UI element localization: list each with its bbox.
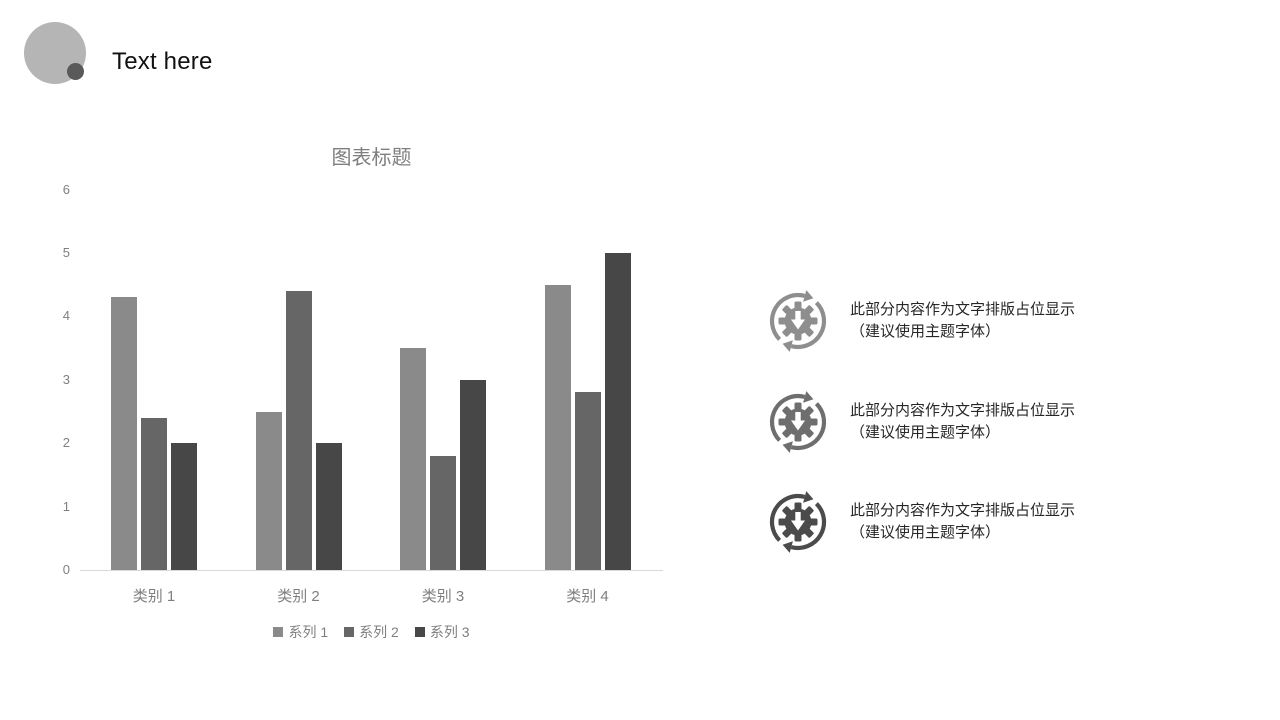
sync-gear-download-icon <box>769 391 827 453</box>
logo-dot <box>67 63 84 80</box>
bar-系列 2-类别 4 <box>574 392 601 570</box>
callout-line1: 此部分内容作为文字排版占位显示 <box>850 502 1076 519</box>
callout-text: 此部分内容作为文字排版占位显示 （建议使用主题字体） <box>850 400 1075 444</box>
callout-line2: （建议使用主题字体） <box>850 323 1001 340</box>
bar-系列 3-类别 3 <box>460 379 486 570</box>
y-tick-label: 2 <box>62 435 70 451</box>
chart-title: 图表标题 <box>331 147 412 169</box>
sync-gear-download-icon <box>769 491 827 553</box>
bar-系列 1-类别 2 <box>255 411 282 570</box>
callout-text: 此部分内容作为文字排版占位显示 （建议使用主题字体） <box>850 500 1075 544</box>
callout-text: 此部分内容作为文字排版占位显示 （建议使用主题字体） <box>850 299 1075 343</box>
bar-系列 1-类别 1 <box>111 297 137 570</box>
chart-legend: 系列 1 系列 2 系列 3 <box>80 622 663 642</box>
x-axis-line <box>80 570 663 571</box>
sync-gear-download-icon <box>769 290 827 352</box>
bar-系列 3-类别 2 <box>315 443 342 570</box>
callout-line1: 此部分内容作为文字排版占位显示 <box>850 402 1076 419</box>
callout-row: 此部分内容作为文字排版占位显示 （建议使用主题字体） <box>766 390 1075 454</box>
bar-系列 2-类别 3 <box>430 455 456 570</box>
callout-row: 此部分内容作为文字排版占位显示 （建议使用主题字体） <box>766 490 1075 554</box>
legend-swatch <box>344 627 355 637</box>
y-tick-label: 6 <box>62 181 70 197</box>
y-tick-label: 5 <box>62 245 70 260</box>
x-category-label: 类别 2 <box>277 588 320 605</box>
legend-swatch <box>414 627 425 637</box>
bar-系列 1-类别 4 <box>544 284 571 570</box>
legend-item: 系列 2 <box>344 622 399 642</box>
callout-line2: （建议使用主题字体） <box>850 424 1001 441</box>
legend-label: 系列 1 <box>288 624 329 640</box>
callout-row: 此部分内容作为文字排版占位显示 （建议使用主题字体） <box>766 289 1075 353</box>
bar-系列 3-类别 1 <box>171 443 197 570</box>
y-tick-label: 0 <box>62 562 70 577</box>
y-tick-label: 1 <box>62 498 70 514</box>
bar-系列 3-类别 4 <box>604 253 631 570</box>
callout-line2: （建议使用主题字体） <box>850 524 1001 541</box>
bar-系列 2-类别 2 <box>285 291 312 570</box>
legend-item: 系列 3 <box>414 622 470 642</box>
legend-item: 系列 1 <box>273 622 328 642</box>
callout-line1: 此部分内容作为文字排版占位显示 <box>850 301 1076 318</box>
x-category-label: 类别 4 <box>566 588 609 605</box>
x-category-label: 类别 1 <box>132 588 176 605</box>
page-title: Text here <box>112 48 213 75</box>
bar-系列 1-类别 3 <box>400 348 426 570</box>
y-tick-label: 4 <box>62 308 70 324</box>
legend-label: 系列 3 <box>429 624 470 640</box>
legend-swatch <box>273 627 284 637</box>
x-category-label: 类别 3 <box>421 588 465 605</box>
legend-label: 系列 2 <box>359 624 399 640</box>
y-tick-label: 3 <box>62 371 70 387</box>
bar-系列 2-类别 1 <box>141 417 167 570</box>
